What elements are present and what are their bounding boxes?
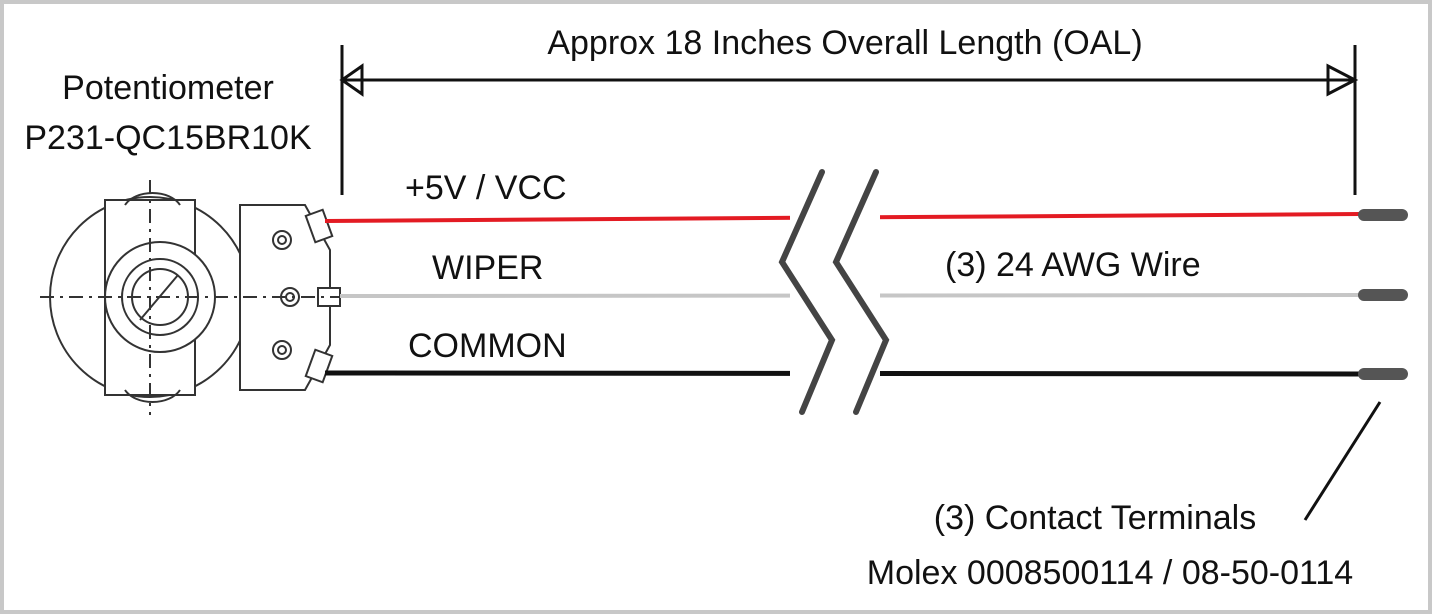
potentiometer (40, 180, 345, 415)
dimension-line (339, 45, 1359, 195)
leader-line (1303, 401, 1382, 521)
component-part: P231-QC15BR10K (24, 119, 312, 157)
dimension-label: Approx 18 Inches Overall Length (OAL) (547, 24, 1142, 62)
break-marks (778, 169, 890, 415)
terminal-label: (3) Contact Terminals (934, 499, 1257, 537)
component-name: Potentiometer (62, 69, 274, 107)
terminal-part: Molex 0008500114 / 08-50-0114 (867, 554, 1353, 592)
wire-label: COMMON (408, 327, 567, 365)
terminals (1358, 209, 1408, 380)
wire-label: +5V / VCC (405, 169, 567, 207)
wire-label: WIPER (432, 249, 543, 287)
wire-spec: (3) 24 AWG Wire (945, 246, 1201, 284)
